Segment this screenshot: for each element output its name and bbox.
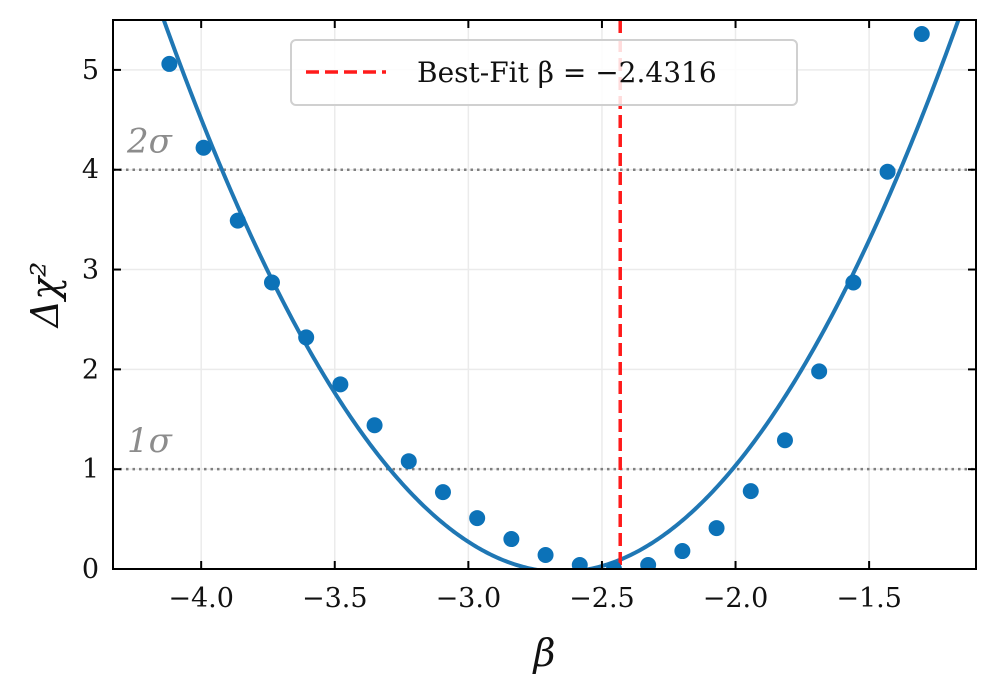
- plot-frame: [112, 19, 977, 570]
- data-point: [434, 484, 451, 501]
- data-point: [708, 520, 725, 537]
- data-point: [537, 547, 554, 564]
- x-tick-label: −2.0: [703, 583, 769, 614]
- y-axis-label: Δχ²: [23, 262, 67, 330]
- y-tick-label: 4: [82, 155, 99, 186]
- x-axis-label: β: [532, 631, 556, 675]
- data-point: [366, 417, 383, 434]
- data-point: [332, 376, 349, 393]
- y-tick-label: 1: [82, 454, 99, 485]
- sigma-label: 2σ: [126, 122, 173, 162]
- data-point: [263, 274, 280, 291]
- data-point: [195, 139, 212, 156]
- data-point: [811, 363, 828, 380]
- x-tick-label: −3.5: [302, 583, 368, 614]
- data-points: [161, 25, 930, 569]
- x-tick-label: −4.0: [168, 583, 234, 614]
- fit-curve-layer: [161, 20, 961, 569]
- y-tick-label: 3: [82, 255, 99, 286]
- data-point: [503, 531, 520, 548]
- data-point: [400, 453, 417, 470]
- x-tick-label: −2.5: [569, 583, 635, 614]
- sigma-reference-lines: 1σ 2σ: [113, 122, 976, 471]
- y-tick-label: 0: [82, 554, 99, 585]
- legend: Best-Fit β = −2.4316: [290, 39, 798, 106]
- data-point: [640, 557, 657, 569]
- data-point: [298, 329, 315, 346]
- y-tick-label: 5: [82, 55, 99, 86]
- sigma-label: 1σ: [127, 421, 173, 461]
- data-point: [674, 543, 691, 560]
- x-tick-label: −1.5: [836, 583, 902, 614]
- data-point: [469, 510, 486, 527]
- legend-box: [290, 39, 798, 106]
- legend-label: Best-Fit β = −2.4316: [417, 56, 717, 89]
- data-point: [845, 274, 862, 291]
- fit-curve: [161, 20, 961, 569]
- data-point: [913, 25, 930, 42]
- data-point: [229, 212, 246, 229]
- x-tick-label: −3.0: [436, 583, 502, 614]
- y-tick-label: 2: [82, 354, 99, 385]
- data-point: [742, 483, 759, 500]
- data-point: [776, 432, 793, 449]
- data-point: [161, 55, 178, 72]
- data-point: [605, 561, 622, 569]
- axis-ticks: −4.0 −3.5 −3.0 −2.5 −2.0 −1.5 0 1 2 3 4 5: [82, 20, 976, 614]
- data-point: [571, 557, 588, 569]
- data-point: [879, 163, 896, 180]
